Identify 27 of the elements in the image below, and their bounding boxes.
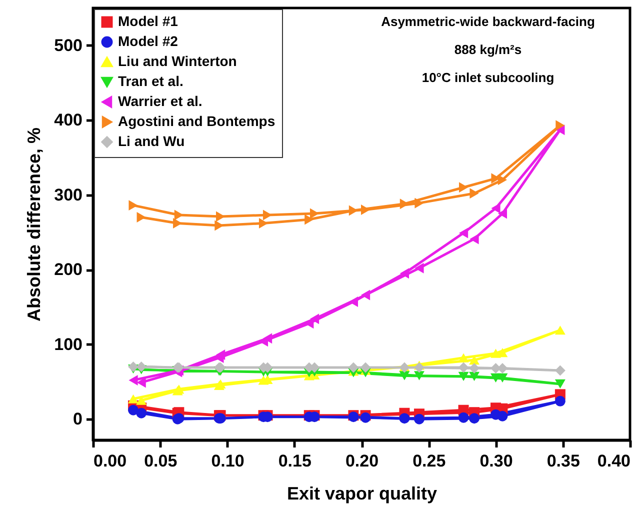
- x-tick-label: 0.00: [94, 452, 127, 470]
- x-tick-label: 0.40: [597, 452, 630, 470]
- y-tick-label: 300: [54, 185, 82, 204]
- y-tick-label: 100: [54, 334, 82, 354]
- annotation: 888 kg/m²s: [454, 42, 522, 57]
- y-tick-label: 500: [54, 36, 82, 55]
- x-tick-label: 0.20: [345, 452, 379, 470]
- annotation: Asymmetric-wide backward-facing: [381, 14, 595, 29]
- legend-label: Li and Wu: [118, 133, 185, 149]
- x-tick-label: 0.10: [211, 452, 244, 470]
- x-tick-label: 0.05: [144, 452, 178, 470]
- y-tick-label: 200: [54, 260, 82, 280]
- x-tick-label: 0.35: [546, 452, 580, 470]
- legend-label: Warrier et al.: [118, 93, 202, 109]
- legend-label: Liu and Winterton: [118, 53, 237, 69]
- legend-label: Model #2: [118, 33, 178, 49]
- y-tick-label: 400: [54, 110, 82, 130]
- x-tick-label: 0.30: [480, 452, 513, 470]
- annotation: 10°C inlet subcooling: [422, 70, 554, 85]
- x-tick-label: 0.15: [278, 452, 312, 470]
- x-tick-label: 0.25: [412, 452, 446, 470]
- y-axis-title: Absolute difference, %: [24, 127, 44, 322]
- y-tick-label: 0: [73, 410, 82, 429]
- legend-label: Agostini and Bontemps: [118, 113, 276, 129]
- x-axis-title: Exit vapor quality: [286, 484, 438, 504]
- legend-label: Tran et al.: [118, 73, 184, 89]
- legend-label: Model #1: [118, 13, 178, 29]
